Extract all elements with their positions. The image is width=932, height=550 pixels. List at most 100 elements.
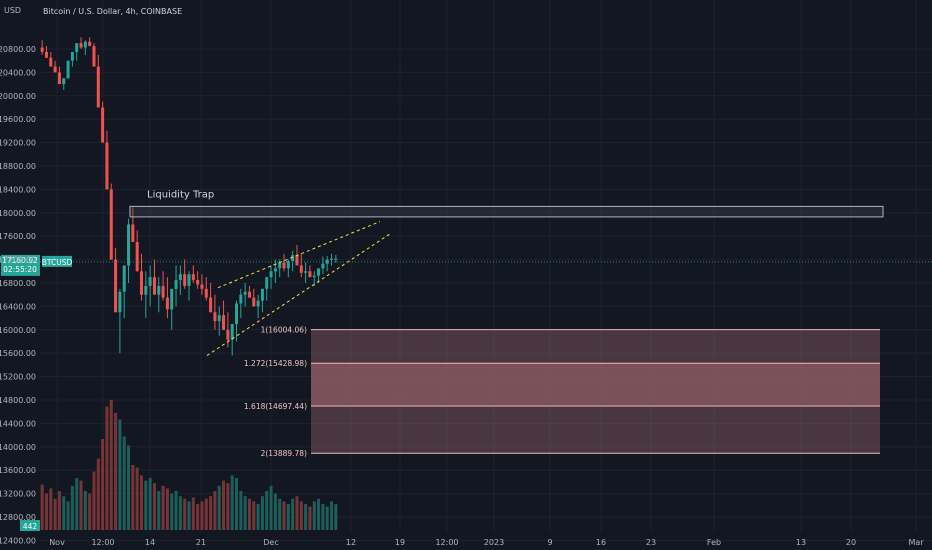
candle-body <box>157 285 161 295</box>
volume-bar <box>62 496 66 530</box>
y-axis[interactable]: 20800.00 20400.00 20000.00 19600.00 19200.00… <box>0 45 36 545</box>
y-tick-label: 12800.00 <box>0 513 36 522</box>
x-tick-label: 14 <box>145 538 155 547</box>
candle-body <box>118 291 122 313</box>
x-tick-label: 12:00 <box>91 538 114 547</box>
volume-bar <box>101 439 105 530</box>
volume-bar <box>183 498 187 530</box>
x-tick-label: 12:00 <box>435 538 458 547</box>
candle-body <box>165 297 169 310</box>
candle-body <box>230 323 234 340</box>
volume-bar <box>122 436 126 530</box>
candle-body <box>265 277 269 289</box>
candle-body <box>96 66 100 108</box>
candle-body <box>286 261 290 269</box>
volume-bar <box>105 406 109 530</box>
candle-body <box>317 268 321 276</box>
volume-bar <box>161 485 165 530</box>
candle-body <box>330 258 334 260</box>
volume-bar <box>135 467 139 530</box>
candle-body <box>222 315 226 330</box>
fib-level-label: 1(16004.06) <box>261 326 307 335</box>
y-tick-label: 16000.00 <box>0 326 36 335</box>
candle-body <box>247 291 251 298</box>
y-tick-label: 17600.00 <box>0 232 36 241</box>
volume-bar <box>49 488 53 530</box>
y-tick-label: 20000.00 <box>0 92 36 101</box>
y-tick-label: 15200.00 <box>0 373 36 382</box>
volume-bar <box>278 498 282 530</box>
volume-bar <box>178 496 182 530</box>
volume-bar <box>92 471 96 530</box>
candle-body <box>139 271 144 295</box>
candle-body <box>308 271 312 278</box>
volume-bar <box>334 504 338 530</box>
volume-bar <box>317 498 321 530</box>
volume-bar <box>96 458 100 530</box>
volume-bar <box>53 498 57 530</box>
candle-body <box>83 41 87 48</box>
volume-bar <box>70 485 74 530</box>
fib-extension[interactable]: 1(16004.06) 1.272(15428.98) 1.618(14697.44… <box>244 326 880 459</box>
volume-bar <box>247 498 251 530</box>
x-tick-label: 19 <box>395 538 405 547</box>
candle-body <box>295 255 299 266</box>
candle-body <box>109 189 113 260</box>
volume-bar <box>131 465 135 530</box>
x-tick-label: 23 <box>646 538 656 547</box>
symbol-title: Bitcoin / U.S. Dollar, 4h, COINBASE <box>43 7 182 16</box>
candle-body <box>79 43 83 48</box>
volume-bar <box>273 493 277 530</box>
volume-bar <box>114 413 118 530</box>
fib-level-label: 2(13889.78) <box>261 449 307 458</box>
volume-bar <box>260 496 264 530</box>
candle-body <box>148 277 152 286</box>
x-tick-label: 9 <box>547 538 552 547</box>
candle-body <box>252 297 256 307</box>
y-tick-label: 18400.00 <box>0 185 36 194</box>
candle-body <box>114 259 118 313</box>
candle-body <box>260 288 264 301</box>
candle-body <box>226 329 230 340</box>
candle-body <box>183 274 187 286</box>
candle-body <box>204 288 208 298</box>
y-tick-label: 19200.00 <box>0 139 36 148</box>
y-tick-label: 19600.00 <box>0 115 36 124</box>
candle-body <box>325 259 329 264</box>
volume-bar <box>170 493 174 530</box>
candle-body <box>152 277 156 295</box>
x-axis[interactable]: Nov 12:00 14 21 Dec 12 19 12:00 2023 9 16 23 Feb 13 20… <box>49 538 924 547</box>
x-tick-label: 12 <box>346 538 356 547</box>
fib-zone <box>311 363 880 406</box>
volume-bar <box>152 483 156 530</box>
y-tick-label: 20800.00 <box>0 45 36 54</box>
volume-bar <box>187 501 191 530</box>
candle-body <box>312 275 316 278</box>
liquidity-trap-annotation[interactable]: Liquidity Trap <box>129 189 884 218</box>
volume-bar <box>299 501 303 530</box>
rising-wedge[interactable] <box>206 221 391 356</box>
price-badge-value: 17160.92 <box>2 256 38 265</box>
y-tick-label: 18000.00 <box>0 209 36 218</box>
volume-bar <box>213 491 217 530</box>
candle-body <box>122 265 126 292</box>
y-tick-label: 14000.00 <box>0 443 36 452</box>
candle-body <box>66 60 70 79</box>
y-tick-label: 12400.00 <box>0 536 36 545</box>
volume-bar <box>330 501 334 530</box>
volume-bar <box>57 491 61 530</box>
x-tick-label: 13 <box>796 538 806 547</box>
volume-bar <box>295 496 299 530</box>
volume-bar <box>269 485 273 530</box>
volume-bar <box>191 497 195 530</box>
x-tick-label: Feb <box>707 538 721 547</box>
volume-bar <box>148 478 152 530</box>
volume-bars <box>40 400 338 530</box>
volume-bar <box>174 491 178 530</box>
candle-body <box>256 300 260 307</box>
volume-bar <box>144 480 148 530</box>
candle-body <box>234 303 239 324</box>
candle-body <box>75 43 79 52</box>
